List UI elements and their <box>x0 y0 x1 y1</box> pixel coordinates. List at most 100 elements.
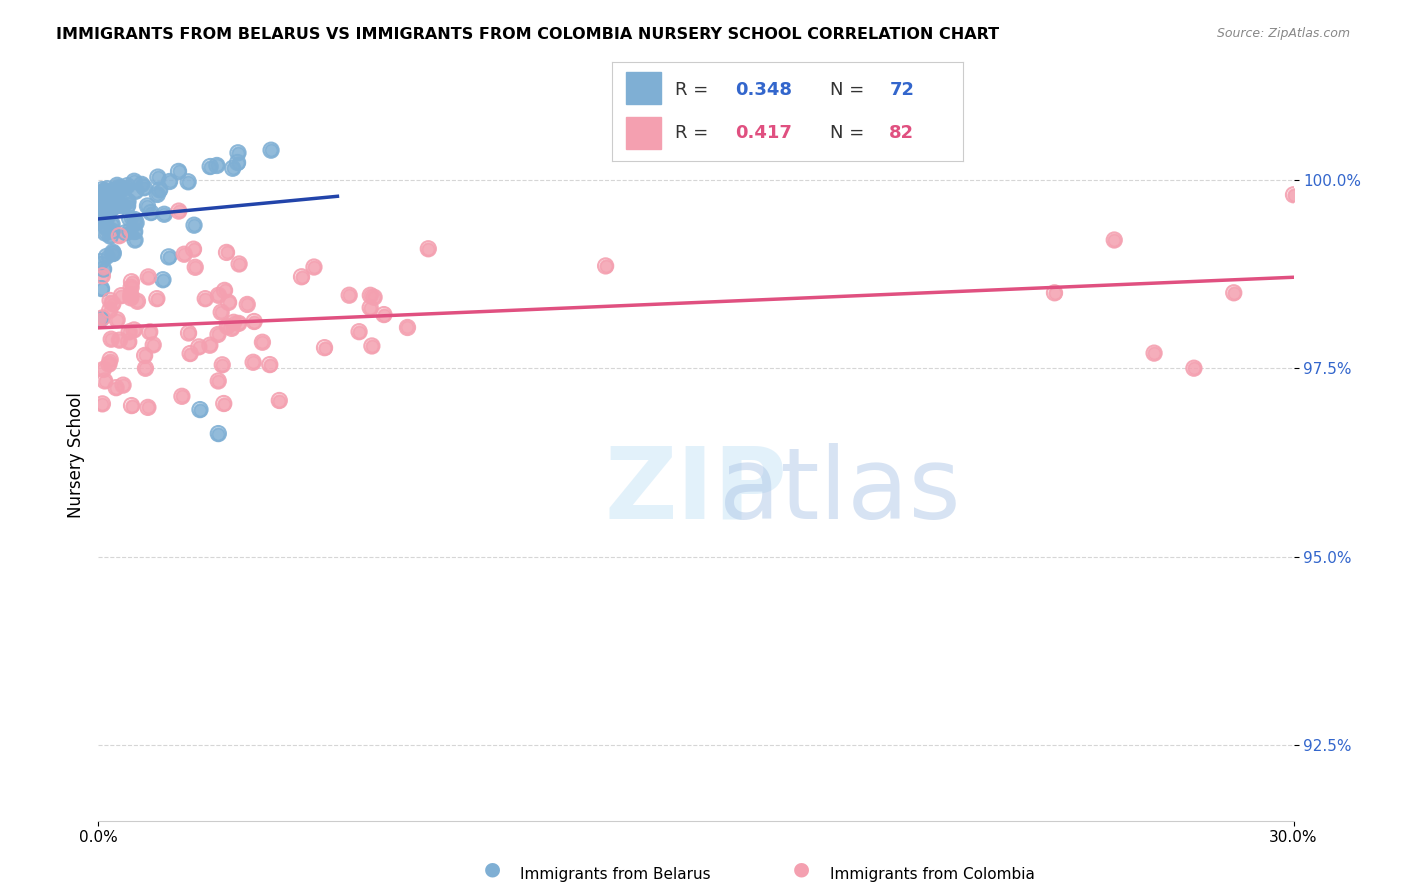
Point <box>173 247 195 261</box>
Point <box>120 287 142 301</box>
Point <box>187 340 209 354</box>
Point <box>134 180 156 194</box>
Point <box>101 245 124 260</box>
Point <box>100 202 122 216</box>
Point <box>127 294 149 309</box>
Point <box>93 362 115 376</box>
Point <box>122 323 145 337</box>
Point <box>96 202 118 217</box>
Point <box>188 402 211 417</box>
Point <box>179 346 201 360</box>
Point <box>127 294 149 309</box>
Point <box>98 293 121 308</box>
Point <box>108 228 131 243</box>
Point <box>105 190 128 204</box>
Point <box>108 228 131 243</box>
Text: Source: ZipAtlas.com: Source: ZipAtlas.com <box>1216 27 1350 40</box>
Point <box>89 194 111 209</box>
Point <box>1104 233 1126 247</box>
Point <box>198 338 221 352</box>
Point <box>243 314 266 328</box>
Point <box>121 399 143 413</box>
Point <box>98 352 121 367</box>
Point <box>217 319 239 334</box>
Point <box>112 378 135 392</box>
Point <box>115 178 138 193</box>
Point <box>396 320 419 334</box>
Point <box>595 259 617 273</box>
Point <box>110 181 132 195</box>
Point <box>118 224 141 238</box>
Point <box>228 257 250 271</box>
Text: ●: ● <box>793 859 810 878</box>
Point <box>91 397 114 411</box>
Point <box>1104 233 1126 247</box>
Point <box>146 187 169 202</box>
Point <box>122 174 145 188</box>
Point <box>212 396 235 410</box>
Point <box>122 323 145 337</box>
Point <box>124 212 146 227</box>
Point <box>177 175 200 189</box>
Point <box>1043 285 1066 300</box>
Point <box>134 180 156 194</box>
Bar <box>626 118 661 149</box>
Point <box>211 358 233 372</box>
Point <box>1223 285 1246 300</box>
Point <box>110 288 132 302</box>
Point <box>184 260 207 275</box>
Point <box>111 199 134 213</box>
Point <box>93 262 115 277</box>
Point <box>136 199 159 213</box>
Point <box>359 301 381 315</box>
Point <box>96 249 118 263</box>
Point <box>101 217 124 231</box>
Point <box>96 182 118 196</box>
Point <box>152 273 174 287</box>
Point <box>125 184 148 198</box>
Point <box>302 260 325 274</box>
Point <box>96 220 118 235</box>
Point <box>118 325 141 339</box>
Y-axis label: Nursery School: Nursery School <box>66 392 84 518</box>
Point <box>96 211 118 226</box>
Point <box>101 187 124 202</box>
Point <box>97 193 120 207</box>
Point <box>222 161 245 176</box>
Point <box>194 292 217 306</box>
Point <box>122 174 145 188</box>
Point <box>222 315 245 329</box>
Point <box>170 389 193 403</box>
Bar <box>626 72 661 103</box>
Point <box>110 182 132 196</box>
Text: ZIP: ZIP <box>605 443 787 540</box>
Point <box>183 242 205 256</box>
Point <box>118 334 141 349</box>
Point <box>134 348 156 362</box>
Point <box>167 164 190 178</box>
Point <box>110 288 132 302</box>
Point <box>90 254 112 268</box>
Point <box>221 321 243 335</box>
Point <box>105 313 128 327</box>
Point <box>91 268 114 283</box>
Point <box>108 333 131 347</box>
Point <box>139 325 162 339</box>
Point <box>94 184 117 198</box>
Point <box>131 178 153 192</box>
Point <box>121 399 143 413</box>
Point <box>396 320 419 334</box>
Point <box>108 333 131 347</box>
Point <box>96 182 118 196</box>
Point <box>152 273 174 287</box>
Point <box>207 426 229 441</box>
Point <box>105 178 128 193</box>
Point <box>100 192 122 206</box>
Point <box>117 194 139 209</box>
Point <box>101 224 124 238</box>
Point <box>347 325 370 339</box>
Point <box>96 192 118 206</box>
Point <box>146 170 169 185</box>
Point <box>183 218 205 232</box>
Point <box>167 164 190 178</box>
